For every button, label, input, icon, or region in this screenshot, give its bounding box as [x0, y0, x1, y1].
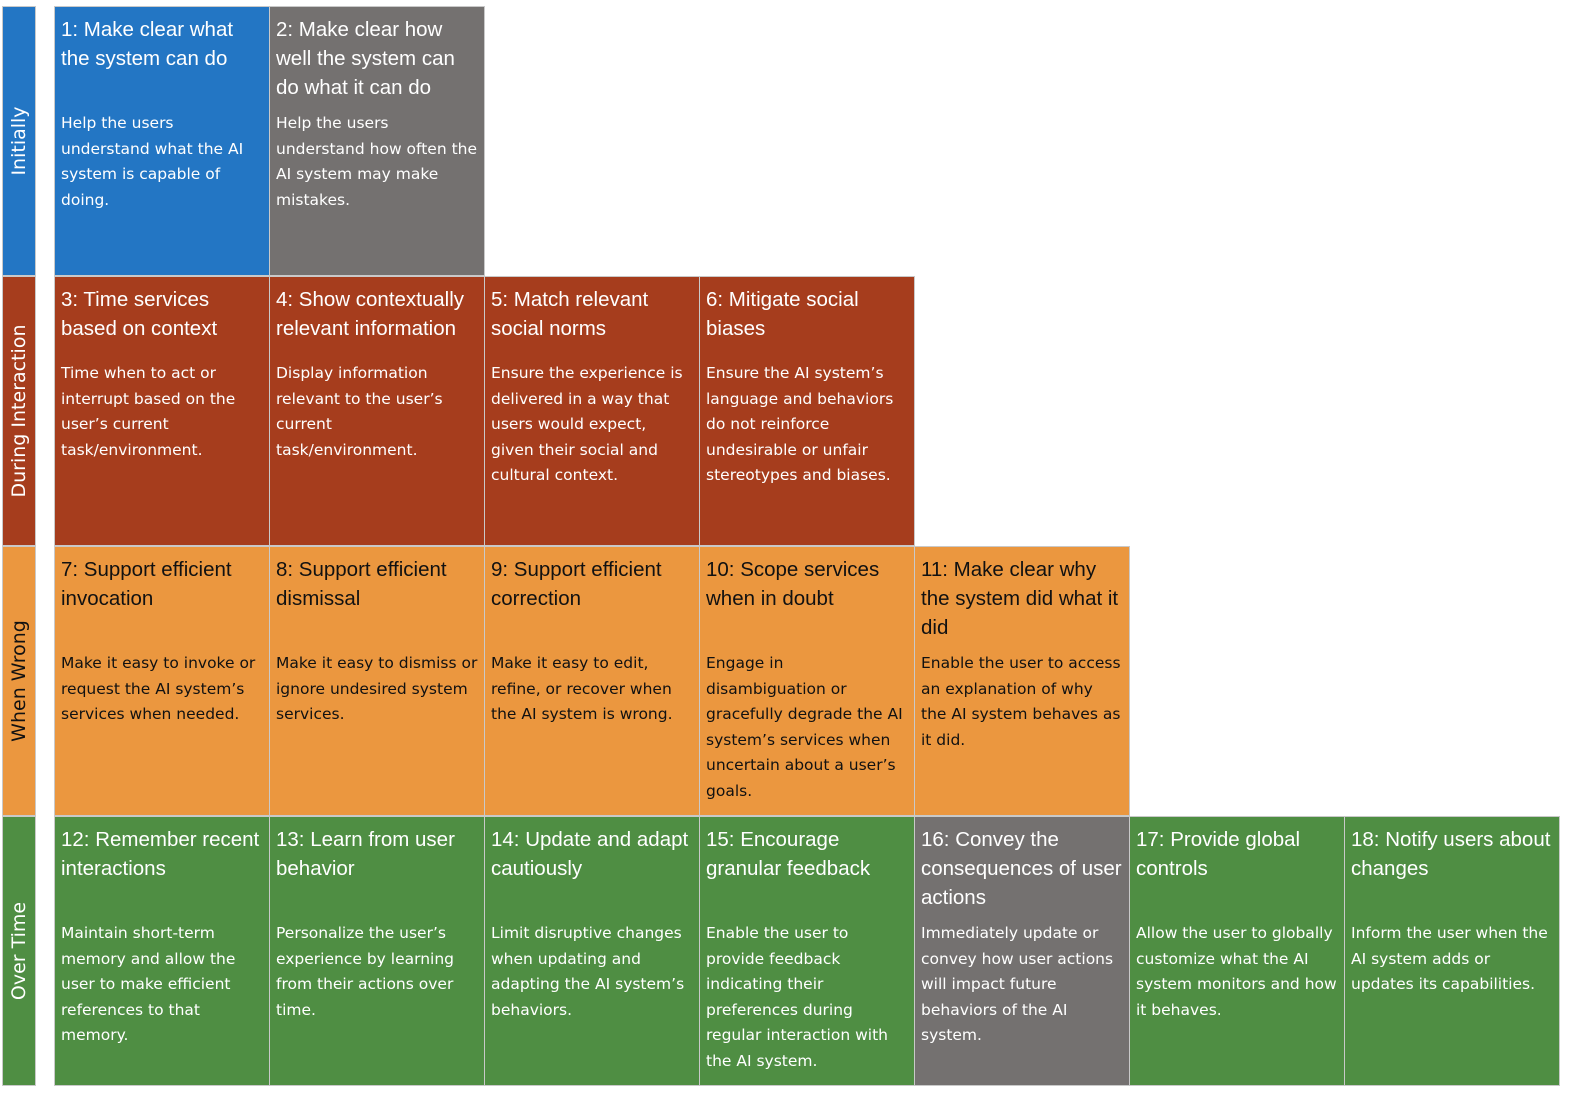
- row-label-during-interaction: During Interaction: [2, 276, 36, 546]
- guideline-title: 8: Support efficient dismissal: [276, 558, 447, 610]
- guideline-card-4: 4: Show contextually relevant informatio…: [269, 276, 485, 546]
- guideline-description: Ensure the experience is delivered in a …: [491, 364, 683, 484]
- guideline-title: 5: Match relevant social norms: [491, 288, 649, 340]
- guideline-description: Engage in disambiguation or gracefully d…: [706, 654, 903, 800]
- guideline-card-10: 10: Scope services when in doubt Engage …: [699, 546, 915, 816]
- guideline-card-7: 7: Support efficient invocation Make it …: [54, 546, 270, 816]
- guideline-card-17: 17: Provide global controls Allow the us…: [1129, 816, 1345, 1086]
- guideline-description: Enable the user to provide feedback indi…: [706, 924, 888, 1070]
- guideline-description: Immediately update or convey how user ac…: [921, 924, 1114, 1044]
- guideline-card-2: 2: Make clear how well the system can do…: [269, 6, 485, 276]
- row-label-text: When Wrong: [8, 620, 30, 742]
- guideline-title: 10: Scope services when in doubt: [706, 558, 880, 610]
- guideline-title: 16: Convey the consequences of user acti…: [921, 828, 1122, 909]
- guideline-card-18: 18: Notify users about changes Inform th…: [1344, 816, 1560, 1086]
- guideline-description: Make it easy to edit, refine, or recover…: [491, 654, 673, 723]
- row-label-text: Initially: [8, 106, 30, 176]
- guideline-description: Allow the user to globally customize wha…: [1136, 924, 1337, 1019]
- guideline-title: 6: Mitigate social biases: [706, 288, 859, 340]
- guideline-title: 4: Show contextually relevant informatio…: [276, 288, 465, 340]
- guideline-card-6: 6: Mitigate social biases Ensure the AI …: [699, 276, 915, 546]
- guideline-card-12: 12: Remember recent interactions Maintai…: [54, 816, 270, 1086]
- row-label-text: During Interaction: [8, 324, 30, 498]
- guideline-description: Time when to act or interrupt based on t…: [61, 364, 236, 459]
- guideline-card-3: 3: Time services based on context Time w…: [54, 276, 270, 546]
- guideline-description: Personalize the user’s experience by lea…: [276, 924, 455, 1019]
- guideline-title: 13: Learn from user behavior: [276, 828, 455, 880]
- guideline-title: 1: Make clear what the system can do: [61, 18, 234, 70]
- guideline-card-15: 15: Encourage granular feedback Enable t…: [699, 816, 915, 1086]
- guideline-title: 3: Time services based on context: [61, 288, 218, 340]
- guideline-card-16: 16: Convey the consequences of user acti…: [914, 816, 1130, 1086]
- guideline-card-1: 1: Make clear what the system can do Hel…: [54, 6, 270, 276]
- guideline-description: Ensure the AI system’s language and beha…: [706, 364, 894, 484]
- guideline-card-11: 11: Make clear why the system did what i…: [914, 546, 1130, 816]
- row-label-text: Over Time: [8, 901, 30, 1001]
- guideline-card-5: 5: Match relevant social norms Ensure th…: [484, 276, 700, 546]
- guideline-card-14: 14: Update and adapt cautiously Limit di…: [484, 816, 700, 1086]
- guideline-title: 18: Notify users about changes: [1351, 828, 1551, 880]
- guideline-description: Limit disruptive changes when updating a…: [491, 924, 685, 1019]
- guideline-title: 2: Make clear how well the system can do…: [276, 18, 455, 99]
- guideline-card-8: 8: Support efficient dismissal Make it e…: [269, 546, 485, 816]
- guideline-card-13: 13: Learn from user behavior Personalize…: [269, 816, 485, 1086]
- guideline-card-9: 9: Support efficient correction Make it …: [484, 546, 700, 816]
- guideline-title: 17: Provide global controls: [1136, 828, 1301, 880]
- guideline-title: 7: Support efficient invocation: [61, 558, 232, 610]
- guideline-title: 9: Support efficient correction: [491, 558, 662, 610]
- guideline-description: Help the users understand how often the …: [276, 114, 478, 209]
- row-label-over-time: Over Time: [2, 816, 36, 1086]
- guideline-description: Display information relevant to the user…: [276, 364, 443, 459]
- guideline-description: Inform the user when the AI system adds …: [1351, 924, 1548, 993]
- guideline-description: Enable the user to access an explanation…: [921, 654, 1121, 749]
- row-label-when-wrong: When Wrong: [2, 546, 36, 816]
- guideline-description: Help the users understand what the AI sy…: [61, 114, 244, 209]
- row-label-initially: Initially: [2, 6, 36, 276]
- guideline-title: 12: Remember recent interactions: [61, 828, 260, 880]
- guideline-title: 11: Make clear why the system did what i…: [921, 558, 1119, 639]
- guideline-description: Maintain short-term memory and allow the…: [61, 924, 236, 1044]
- guideline-title: 15: Encourage granular feedback: [706, 828, 871, 880]
- guideline-description: Make it easy to dismiss or ignore undesi…: [276, 654, 478, 723]
- guideline-title: 14: Update and adapt cautiously: [491, 828, 689, 880]
- guideline-description: Make it easy to invoke or request the AI…: [61, 654, 256, 723]
